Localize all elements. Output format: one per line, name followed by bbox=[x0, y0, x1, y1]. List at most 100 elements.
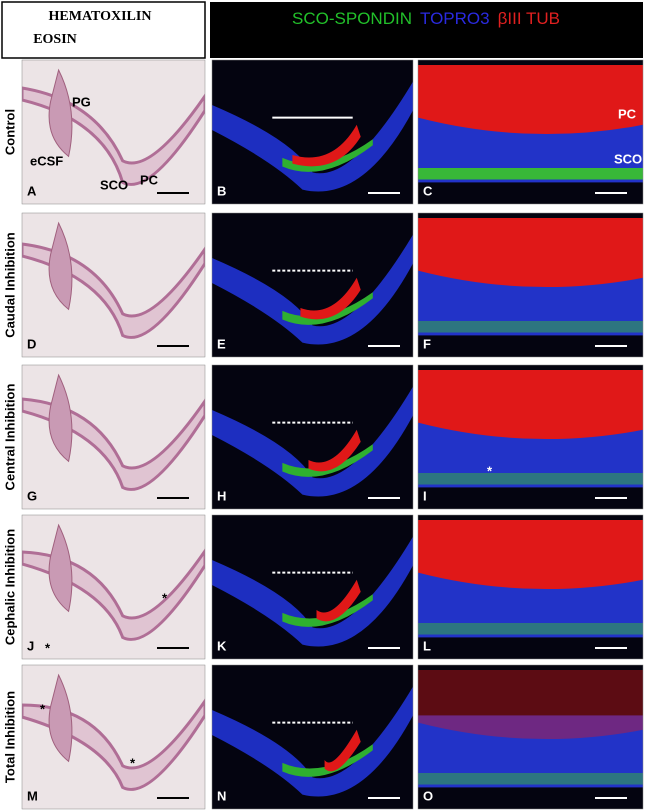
panel-letter: M bbox=[27, 788, 38, 803]
annotation: SCO bbox=[614, 151, 642, 166]
annotation: PC bbox=[140, 172, 159, 187]
he-title-line: HEMATOXILIN bbox=[49, 9, 152, 24]
green-layer bbox=[282, 444, 373, 477]
panel: M * * bbox=[21, 664, 206, 810]
annotation: * bbox=[130, 755, 136, 770]
red-cells bbox=[418, 218, 643, 288]
panel-image bbox=[22, 60, 205, 204]
green-layer bbox=[418, 473, 643, 485]
he-title-line: EOSIN bbox=[33, 32, 77, 47]
scale-bar bbox=[595, 647, 627, 649]
panel: N bbox=[211, 664, 414, 810]
scale-bar bbox=[157, 192, 189, 194]
panel-border bbox=[211, 514, 414, 660]
panel-image bbox=[212, 213, 413, 357]
annotation: eCSF bbox=[30, 153, 63, 168]
scale-bar bbox=[157, 345, 189, 347]
panel: B bbox=[211, 59, 414, 205]
panel-image bbox=[418, 665, 643, 809]
green-layer bbox=[418, 321, 643, 333]
green-layer bbox=[418, 168, 643, 180]
he-fold bbox=[48, 523, 73, 613]
row-label: Total Inhibition bbox=[2, 691, 17, 783]
red-cells bbox=[418, 670, 643, 740]
panel-letter: D bbox=[27, 336, 36, 351]
he-header-box bbox=[1, 1, 206, 59]
red-cells bbox=[418, 65, 643, 135]
red-cells bbox=[308, 429, 361, 472]
scale-bar bbox=[368, 497, 400, 499]
panel: G bbox=[21, 364, 206, 510]
scale-bar bbox=[368, 345, 400, 347]
scale-bar bbox=[368, 797, 400, 799]
green-layer bbox=[418, 773, 643, 785]
blue-tissue bbox=[212, 536, 413, 647]
panel-letter: L bbox=[423, 638, 431, 653]
stain-name: βIII TUB bbox=[498, 9, 560, 28]
blue-tissue bbox=[212, 234, 413, 345]
annotation: * bbox=[487, 463, 493, 478]
scale-bar bbox=[595, 497, 627, 499]
scale-bar bbox=[157, 497, 189, 499]
annotation: PC bbox=[618, 106, 637, 121]
row-label: Control bbox=[2, 109, 17, 155]
scale-bar bbox=[368, 647, 400, 649]
stain-name: TOPRO3 bbox=[420, 9, 490, 28]
panel: D bbox=[21, 212, 206, 358]
he-fold bbox=[48, 373, 73, 463]
row-label: Cephalic Inhibition bbox=[2, 529, 17, 645]
blue-tissue bbox=[212, 686, 413, 797]
he-fold bbox=[48, 221, 73, 311]
panel-image bbox=[418, 365, 643, 509]
panel-border bbox=[21, 664, 206, 810]
scale-bar bbox=[595, 345, 627, 347]
red-cells bbox=[316, 579, 361, 622]
scale-bar bbox=[368, 192, 400, 194]
panel-letter: N bbox=[217, 788, 226, 803]
panel-border bbox=[211, 364, 414, 510]
blue-tissue bbox=[212, 81, 413, 192]
panel-letter: G bbox=[27, 488, 37, 503]
panel-image bbox=[212, 665, 413, 809]
panel: K bbox=[211, 514, 414, 660]
panel-border bbox=[21, 59, 206, 205]
panel-border bbox=[211, 664, 414, 810]
red-cells bbox=[418, 520, 643, 590]
panel: C PC SCO bbox=[417, 59, 644, 205]
green-layer bbox=[418, 623, 643, 635]
scale-bar bbox=[157, 647, 189, 649]
stain-header-box bbox=[210, 2, 643, 58]
he-fold bbox=[48, 68, 73, 158]
panel-border bbox=[417, 664, 644, 810]
annotation: PG bbox=[72, 94, 91, 109]
scale-bar bbox=[157, 797, 189, 799]
panel-border bbox=[417, 514, 644, 660]
row-label: Caudal Inhibition bbox=[2, 232, 17, 337]
panel-border bbox=[211, 59, 414, 205]
panel-letter: I bbox=[423, 488, 427, 503]
panel: J * * bbox=[21, 514, 206, 660]
green-layer bbox=[282, 594, 373, 627]
panel: F bbox=[417, 212, 644, 358]
row-label: Central Inhibition bbox=[2, 384, 17, 491]
panel-image bbox=[22, 213, 205, 357]
panel-image bbox=[212, 515, 413, 659]
panel-border bbox=[211, 212, 414, 358]
panel-letter: B bbox=[217, 183, 226, 198]
panel-image bbox=[22, 515, 205, 659]
panel: A PG eCSF SCO PC bbox=[21, 59, 206, 205]
panel-letter: J bbox=[27, 638, 34, 653]
stain-legend: SCO-SPONDIN TOPRO3 βIII TUB bbox=[292, 9, 560, 28]
panel-border bbox=[417, 212, 644, 358]
panel: I* bbox=[417, 364, 644, 510]
panel-letter: F bbox=[423, 336, 431, 351]
panel-image bbox=[418, 515, 643, 659]
panel: O bbox=[417, 664, 644, 810]
scale-bar bbox=[595, 797, 627, 799]
panel-border bbox=[21, 364, 206, 510]
panel-border bbox=[417, 364, 644, 510]
panel-letter: C bbox=[423, 183, 433, 198]
he-fold bbox=[48, 673, 73, 763]
green-layer bbox=[282, 744, 373, 777]
